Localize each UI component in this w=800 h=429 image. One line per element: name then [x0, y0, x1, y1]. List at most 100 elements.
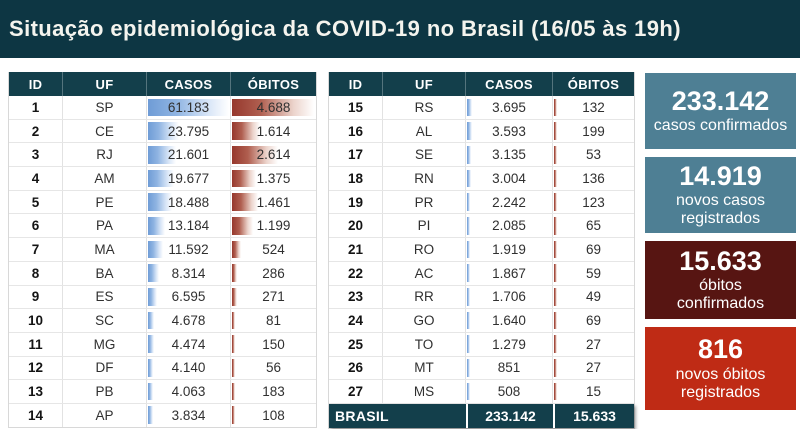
uf-cell: GO — [383, 309, 466, 332]
table-row: 2 CE 23.795 1.614 — [9, 119, 316, 144]
deaths-value: 56 — [265, 360, 282, 376]
uf-cell: RJ — [63, 143, 147, 167]
deaths-value: 53 — [585, 147, 602, 163]
cases-databar — [148, 193, 173, 211]
cases-cell: 3.593 — [466, 119, 553, 143]
table-row: 21 RO 1.919 69 — [329, 238, 634, 262]
table-row: 7 MA 11.592 524 — [9, 238, 316, 262]
deaths-value: 108 — [262, 407, 285, 423]
cases-value: 21.601 — [167, 147, 210, 163]
cases-value: 13.184 — [167, 218, 210, 234]
deaths-value: 1.199 — [256, 218, 291, 234]
cases-databar — [148, 382, 154, 401]
id-cell: 5 — [9, 190, 63, 214]
deaths-value: 4.688 — [256, 99, 291, 115]
id-cell: 22 — [329, 261, 383, 285]
cases-cell: 1.640 — [466, 309, 553, 332]
cases-databar — [148, 359, 154, 377]
cases-databar — [148, 311, 155, 330]
cases-value: 4.063 — [171, 384, 206, 400]
deaths-value: 524 — [262, 241, 285, 257]
cases-cell: 3.004 — [466, 167, 553, 190]
id-cell: 6 — [9, 214, 63, 238]
deaths-value: 271 — [262, 289, 285, 305]
deaths-value: 27 — [585, 336, 602, 352]
id-cell: 24 — [329, 309, 383, 332]
column-header-id: ID — [329, 72, 383, 96]
cases-cell: 851 — [466, 356, 553, 380]
uf-cell: DF — [63, 356, 147, 380]
deaths-value: 1.461 — [256, 194, 291, 210]
cases-cell: 2.242 — [466, 190, 553, 214]
table-row: 25 TO 1.279 27 — [329, 332, 634, 357]
total-row: BRASIL 233.142 15.633 — [329, 403, 634, 429]
column-header-id: ID — [9, 72, 63, 96]
table-row: 24 GO 1.640 69 — [329, 309, 634, 333]
deaths-databar — [554, 145, 557, 164]
cases-value: 6.595 — [171, 289, 206, 305]
cases-databar — [467, 98, 473, 117]
table-row: 27 MS 508 15 — [329, 380, 634, 404]
uf-cell: RS — [383, 96, 466, 119]
deaths-value: 1.375 — [256, 170, 291, 186]
cases-databar — [148, 240, 164, 259]
deaths-databar — [232, 264, 238, 282]
id-cell: 25 — [329, 332, 383, 356]
deaths-cell: 199 — [553, 120, 634, 143]
column-header-casos: CASOS — [147, 72, 231, 96]
deaths-cell: 27 — [553, 357, 634, 380]
cases-databar — [467, 122, 472, 140]
deaths-databar — [232, 359, 235, 377]
cases-cell: 508 — [466, 380, 553, 403]
deaths-value: 81 — [265, 313, 282, 329]
cases-databar — [148, 98, 229, 117]
cases-cell: 4.140 — [147, 356, 231, 380]
id-cell: 10 — [9, 309, 63, 332]
column-header-casos: CASOS — [466, 72, 553, 96]
cases-cell: 1.706 — [466, 285, 553, 309]
table-row: 17 SE 3.135 53 — [329, 143, 634, 168]
deaths-value: 27 — [585, 360, 602, 376]
id-cell: 17 — [329, 143, 383, 167]
uf-cell: RN — [383, 167, 466, 190]
total-deaths-value: 15.633 — [553, 403, 634, 429]
cases-value: 23.795 — [167, 123, 210, 139]
deaths-cell: 53 — [553, 143, 634, 166]
table-row: 9 ES 6.595 271 — [9, 285, 316, 310]
id-cell: 26 — [329, 356, 383, 380]
cases-value: 18.488 — [167, 194, 210, 210]
header-band: Situação epidemiológica da COVID-19 no B… — [0, 0, 800, 58]
deaths-value: 150 — [262, 336, 285, 352]
deaths-databar — [554, 311, 557, 330]
deaths-databar — [554, 122, 558, 140]
deaths-cell: 1.614 — [231, 120, 316, 143]
deaths-cell: 524 — [231, 238, 316, 261]
id-cell: 11 — [9, 332, 63, 356]
cases-value: 4.140 — [171, 360, 206, 376]
page-title: Situação epidemiológica da COVID-19 no B… — [9, 16, 681, 41]
card-label: novos óbitos registrados — [675, 365, 766, 401]
deaths-databar — [232, 406, 235, 425]
deaths-databar — [232, 193, 258, 211]
deaths-cell: 136 — [553, 167, 634, 190]
table-row: 18 RN 3.004 136 — [329, 167, 634, 191]
deaths-databar — [232, 169, 257, 188]
table-row: 22 AC 1.867 59 — [329, 261, 634, 286]
uf-cell: MG — [63, 332, 147, 356]
cases-databar — [148, 335, 154, 354]
deaths-value: 69 — [585, 313, 602, 329]
uf-cell: MA — [63, 238, 147, 261]
cases-databar — [467, 216, 470, 235]
table-row: 16 AL 3.593 199 — [329, 119, 634, 144]
cases-cell: 61.183 — [147, 96, 231, 119]
id-cell: 16 — [329, 119, 383, 143]
deaths-cell: 4.688 — [231, 96, 316, 119]
uf-cell: AC — [383, 261, 466, 285]
total-cases-value: 233.142 — [466, 403, 553, 429]
uf-cell: AP — [63, 403, 147, 427]
states-table-2: ID UF CASOS ÓBITOS 15 RS 3.695 132 16 AL 3.593 199 1… — [328, 72, 635, 429]
table-row: 14 AP 3.834 108 — [9, 403, 316, 427]
cases-value: 4.474 — [171, 336, 206, 352]
id-cell: 9 — [9, 285, 63, 309]
states-table-1: ID UF CASOS ÓBITOS 1 SP 61.183 4.688 2 CE 23.795 1.… — [8, 72, 317, 428]
